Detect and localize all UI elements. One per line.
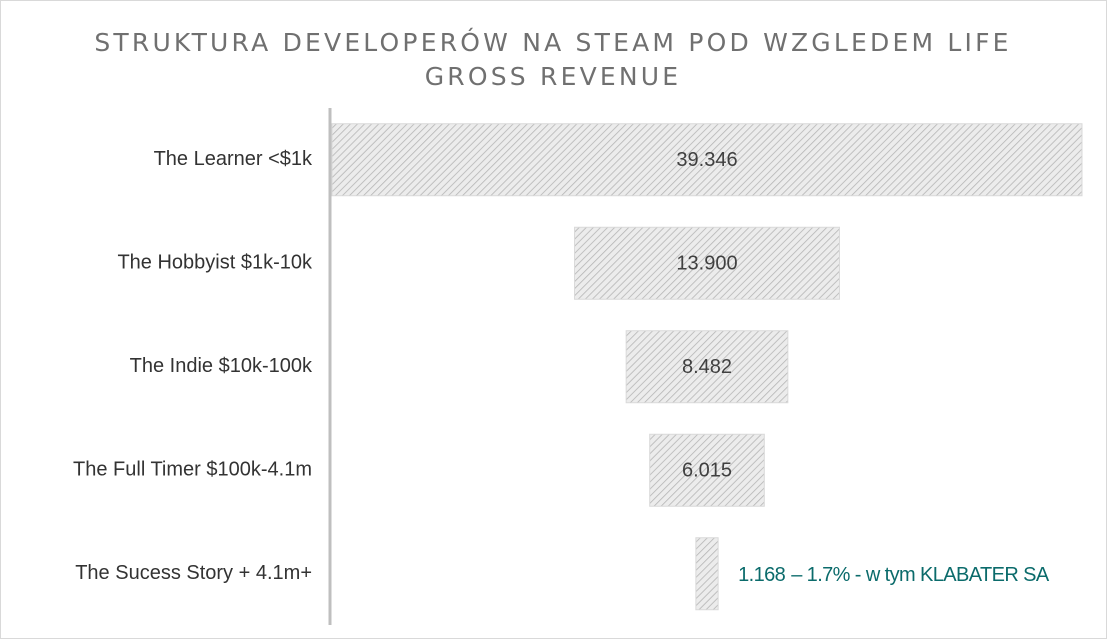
funnel-bar (625, 330, 789, 404)
value-label: 8.482 (682, 356, 732, 378)
category-label: The Sucess Story + 4.1m+ (75, 562, 312, 584)
funnel-bar (574, 226, 840, 300)
funnel-bar (331, 123, 1083, 197)
funnel-bar (695, 537, 719, 611)
category-label: The Learner <$1k (154, 148, 313, 170)
value-label: 6.015 (682, 460, 732, 482)
value-label: 1.168 (738, 564, 786, 586)
category-label: The Full Timer $100k-4.1m (73, 459, 312, 481)
category-label: The Hobbyist $1k-10k (117, 252, 313, 274)
value-label: 13.900 (676, 253, 737, 275)
chart-title: STRUKTURA DEVELOPERÓW NA STEAM POD WZGLE… (94, 28, 1012, 91)
annotation: – 1.7% - w tym KLABATER SA (791, 564, 1050, 586)
funnel-bar (649, 433, 765, 507)
value-label: 39.346 (676, 149, 737, 171)
category-label: The Indie $10k-100k (130, 355, 313, 377)
value-label-group: 1.168– 1.7% - w tym KLABATER SA (738, 564, 1050, 586)
